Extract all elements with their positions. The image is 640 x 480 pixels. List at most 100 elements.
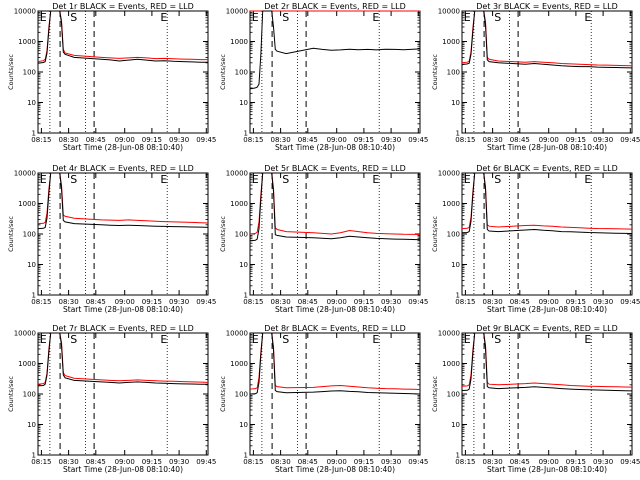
y-tick-label: 1000 — [442, 38, 460, 46]
x-tick-label: 09:45 — [620, 298, 640, 306]
x-tick-label: 08:15 — [243, 136, 263, 144]
x-tick-label: 09:30 — [593, 458, 613, 466]
y-tick-label: 10 — [27, 261, 36, 269]
x-tick-label: 09:15 — [142, 136, 162, 144]
y-tick-label: 1 — [244, 292, 248, 300]
y-tick-label: 10 — [239, 421, 248, 429]
plot-frame — [37, 10, 209, 134]
plot-title: Det 9r BLACK = Events, RED = LLD — [476, 324, 618, 333]
x-tick-label: 08:30 — [483, 136, 503, 144]
marker-letter-e: E — [372, 333, 379, 346]
lld-series-line — [37, 332, 209, 385]
marker-letter-e: E — [464, 173, 471, 186]
y-tick-label: 100 — [23, 69, 36, 77]
y-tick-label: 1 — [32, 292, 36, 300]
marker-letter-e: E — [584, 11, 591, 24]
y-tick-label: 10 — [27, 421, 36, 429]
x-tick-label: 09:15 — [566, 298, 586, 306]
marker-letter-s: S — [282, 11, 289, 24]
x-tick-label: 09:00 — [115, 458, 135, 466]
y-axis-label: Counts/sec — [431, 376, 439, 412]
detector-panel-1: 1 10 100 1000 10000 08:15 08:30 08:45 09:00 09:15… — [7, 2, 216, 152]
x-tick-label: 09:15 — [142, 458, 162, 466]
x-tick-label: 09:30 — [169, 298, 189, 306]
plot-title: Det 3r BLACK = Events, RED = LLD — [476, 2, 618, 11]
x-tick-label: 08:30 — [271, 298, 291, 306]
y-tick-label: 1000 — [442, 360, 460, 368]
x-tick-label: 09:30 — [593, 136, 613, 144]
events-series-line — [249, 332, 421, 395]
y-tick-label: 10000 — [14, 170, 36, 178]
y-tick-label: 100 — [447, 69, 460, 77]
x-tick-label: 08:45 — [510, 136, 530, 144]
plot-frame — [37, 172, 209, 296]
x-axis-label: Start Time (28-Jun-08 08:10:40) — [275, 305, 395, 314]
plot-title: Det 6r BLACK = Events, RED = LLD — [476, 164, 618, 173]
y-tick-label: 1 — [456, 452, 460, 460]
detector-panel-8: 1 10 100 1000 10000 08:15 08:30 08:45 09:00 09:15… — [219, 324, 428, 474]
y-tick-label: 1 — [456, 292, 460, 300]
y-axis-label: Counts/sec — [219, 376, 227, 412]
x-tick-label: 08:30 — [483, 458, 503, 466]
x-tick-label: 08:45 — [298, 458, 318, 466]
marker-letter-s: S — [282, 173, 289, 186]
y-tick-label: 10 — [239, 261, 248, 269]
x-tick-label: 09:30 — [381, 458, 401, 466]
x-tick-label: 09:15 — [142, 298, 162, 306]
y-tick-label: 10 — [451, 421, 460, 429]
events-series-line — [461, 10, 633, 69]
marker-letter-e: E — [252, 173, 259, 186]
x-tick-label: 09:15 — [566, 458, 586, 466]
y-tick-label: 1 — [456, 130, 460, 138]
marker-letter-e: E — [372, 173, 379, 186]
x-tick-label: 08:45 — [298, 136, 318, 144]
x-tick-label: 09:30 — [169, 136, 189, 144]
y-tick-label: 10000 — [14, 8, 36, 16]
x-tick-label: 08:15 — [455, 458, 475, 466]
x-tick-label: 08:45 — [298, 298, 318, 306]
plot-title: Det 1r BLACK = Events, RED = LLD — [52, 2, 194, 11]
y-tick-label: 1 — [244, 130, 248, 138]
marker-letter-s: S — [70, 173, 77, 186]
plot-frame — [461, 332, 633, 456]
y-axis-label: Counts/sec — [7, 216, 15, 252]
y-tick-label: 1000 — [442, 200, 460, 208]
events-series-line — [249, 172, 421, 242]
x-tick-label: 08:45 — [510, 458, 530, 466]
x-tick-label: 08:30 — [483, 298, 503, 306]
x-tick-label: 09:15 — [354, 458, 374, 466]
plot-title: Det 7r BLACK = Events, RED = LLD — [52, 324, 194, 333]
detector-panel-2: 1 10 100 1000 10000 08:15 08:30 08:45 09:00 09:15… — [219, 2, 428, 152]
x-axis-label: Start Time (28-Jun-08 08:10:40) — [63, 143, 183, 152]
x-tick-label: 09:30 — [593, 298, 613, 306]
plot-frame — [249, 332, 421, 456]
y-axis-label: Counts/sec — [431, 216, 439, 252]
y-axis-label: Counts/sec — [431, 54, 439, 90]
marker-letter-e: E — [584, 333, 591, 346]
lld-series-line — [249, 332, 421, 390]
lld-series-line — [461, 172, 633, 230]
y-tick-label: 10000 — [438, 170, 460, 178]
x-tick-label: 09:00 — [115, 136, 135, 144]
y-tick-label: 1000 — [230, 360, 248, 368]
y-tick-label: 1000 — [18, 360, 36, 368]
x-tick-label: 09:30 — [169, 458, 189, 466]
events-series-line — [37, 172, 209, 230]
x-tick-label: 08:30 — [271, 458, 291, 466]
marker-letter-s: S — [70, 11, 77, 24]
x-tick-label: 08:30 — [59, 298, 79, 306]
x-axis-label: Start Time (28-Jun-08 08:10:40) — [487, 305, 607, 314]
x-tick-label: 09:45 — [196, 298, 216, 306]
y-tick-label: 10 — [451, 99, 460, 107]
x-tick-label: 09:15 — [354, 298, 374, 306]
x-tick-label: 09:00 — [539, 298, 559, 306]
events-series-line — [37, 10, 208, 64]
marker-letter-e: E — [464, 11, 471, 24]
x-tick-label: 09:00 — [327, 298, 347, 306]
plot-title: Det 5r BLACK = Events, RED = LLD — [264, 164, 406, 173]
detector-panel-6: 1 10 100 1000 10000 08:15 08:30 08:45 09:00 09:15… — [431, 164, 640, 314]
events-series-line — [249, 10, 421, 90]
y-axis-label: Counts/sec — [7, 54, 15, 90]
marker-letter-e: E — [160, 333, 167, 346]
